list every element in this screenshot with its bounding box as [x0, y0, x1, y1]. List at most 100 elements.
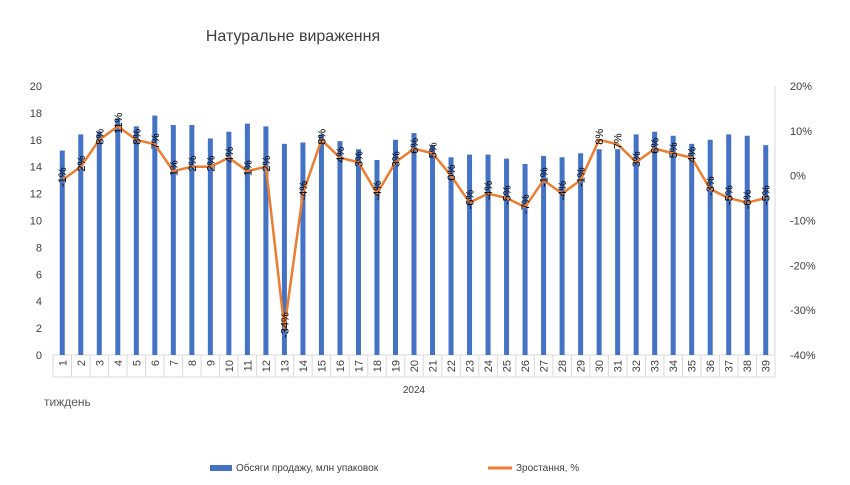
x-category-label: 26 — [520, 360, 532, 372]
bar-week-12 — [263, 126, 269, 355]
growth-data-label: -5% — [761, 185, 773, 205]
bar-week-33 — [652, 131, 658, 355]
growth-data-label: 4% — [335, 147, 347, 163]
right-tick-label: 0% — [790, 171, 806, 183]
growth-point-week-24 — [487, 192, 489, 195]
x-category-label: 32 — [631, 360, 643, 372]
growth-point-week-2 — [79, 165, 82, 168]
growth-data-label: 2% — [261, 156, 273, 172]
growth-point-week-28 — [561, 192, 563, 195]
x-category-label: 18 — [372, 360, 384, 372]
x-category-label: 29 — [576, 360, 588, 372]
growth-point-week-32 — [635, 161, 637, 164]
growth-point-week-5 — [135, 139, 138, 141]
bar-week-16 — [337, 141, 343, 355]
x-category-label: 14 — [298, 360, 310, 372]
growth-point-week-34 — [672, 152, 674, 155]
growth-point-week-13 — [283, 327, 286, 329]
x-category-label: 17 — [353, 360, 365, 372]
right-tick-label: -40% — [790, 350, 816, 362]
growth-data-label: 2% — [76, 156, 88, 172]
right-tick-label: 20% — [790, 81, 812, 93]
bar-week-17 — [355, 149, 361, 355]
x-category-label: 16 — [335, 360, 347, 372]
growth-point-week-20 — [413, 147, 415, 150]
growth-data-label: 7% — [613, 133, 625, 149]
left-tick-label: 14 — [30, 162, 42, 174]
bar-week-24 — [485, 154, 491, 355]
growth-point-week-37 — [727, 197, 730, 199]
bar-week-1 — [59, 150, 65, 355]
left-tick-label: 4 — [36, 296, 42, 308]
bar-week-5 — [133, 126, 139, 355]
growth-point-week-1 — [61, 179, 64, 181]
bar-week-29 — [578, 153, 584, 355]
x-ticks: 1 2 3 4 5 6 7 8 9 10 11 12 13 14 15 16 17 18 19 20 21 22 23 24 2… — [52, 355, 776, 378]
year-group-label: 2024 — [403, 385, 426, 396]
bar-week-38 — [744, 135, 750, 355]
bar-week-32 — [633, 134, 639, 355]
x-category-label: 2 — [76, 360, 88, 366]
growth-data-label: 8% — [94, 129, 106, 145]
growth-data-label: 2% — [205, 156, 217, 172]
x-category-label: 1 — [57, 360, 69, 366]
left-tick-label: 0 — [36, 350, 42, 362]
x-category-label: 19 — [390, 360, 402, 372]
bar-week-28 — [559, 157, 565, 355]
x-category-label: 24 — [483, 360, 495, 372]
x-category-label: 22 — [446, 360, 458, 372]
x-category-label: 13 — [279, 360, 291, 372]
growth-data-label: -1% — [539, 167, 551, 187]
bar-week-4 — [115, 118, 121, 355]
x-category-label: 8 — [187, 360, 199, 366]
growth-data-label: 1% — [242, 160, 254, 176]
x-category-label: 27 — [539, 360, 551, 372]
x-category-label: 28 — [557, 360, 569, 372]
data-labels-group: -1%2%8%11%8% 7%1% 2% 2%4%1% 2%-34%-4%8%4% 3%-… — [57, 113, 772, 338]
growth-point-week-35 — [690, 156, 693, 159]
left-tick-label: 16 — [30, 135, 42, 147]
growth-point-week-39 — [764, 197, 767, 199]
growth-data-label: -6% — [465, 190, 477, 210]
growth-point-week-8 — [191, 165, 193, 168]
bar-week-36 — [707, 139, 713, 355]
growth-data-label: -4% — [372, 181, 384, 201]
left-tick-label: 8 — [36, 242, 42, 254]
growth-data-label: 3% — [390, 151, 402, 167]
growth-data-label: 4% — [687, 147, 699, 163]
bars-group — [59, 115, 769, 355]
growth-data-label: -1% — [57, 167, 69, 187]
growth-point-week-31 — [616, 143, 619, 146]
growth-data-label: 6% — [650, 138, 662, 154]
growth-point-week-36 — [709, 188, 712, 190]
growth-data-label: 8% — [316, 129, 328, 145]
left-axis-ticks: 0 2 4 6 8 10 12 14 16 18 20 — [30, 81, 42, 362]
growth-point-week-19 — [394, 161, 397, 164]
growth-point-week-17 — [357, 161, 360, 164]
bar-week-19 — [392, 139, 398, 355]
x-category-label: 38 — [742, 360, 754, 372]
right-tick-label: -10% — [790, 216, 816, 228]
x-category-label: 35 — [687, 360, 699, 372]
growth-point-week-18 — [376, 192, 378, 195]
x-category-label: 7 — [168, 360, 180, 366]
growth-point-week-4 — [116, 125, 119, 128]
left-tick-label: 2 — [36, 323, 42, 335]
left-tick-label: 10 — [30, 216, 42, 228]
bar-week-23 — [467, 154, 473, 355]
growth-data-label: -4% — [298, 181, 310, 201]
growth-point-week-16 — [339, 156, 341, 159]
bar-week-34 — [670, 135, 676, 355]
x-category-label: 3 — [94, 360, 106, 366]
growth-point-week-7 — [172, 170, 175, 172]
bar-week-20 — [411, 133, 417, 355]
growth-point-week-12 — [265, 165, 267, 168]
growth-data-label: 8% — [131, 129, 143, 145]
growth-point-week-6 — [154, 143, 156, 146]
x-category-label: 5 — [131, 360, 143, 366]
growth-point-week-29 — [579, 179, 582, 181]
bar-week-10 — [226, 131, 232, 355]
growth-point-week-23 — [468, 201, 471, 204]
growth-data-label: 11% — [113, 113, 125, 134]
